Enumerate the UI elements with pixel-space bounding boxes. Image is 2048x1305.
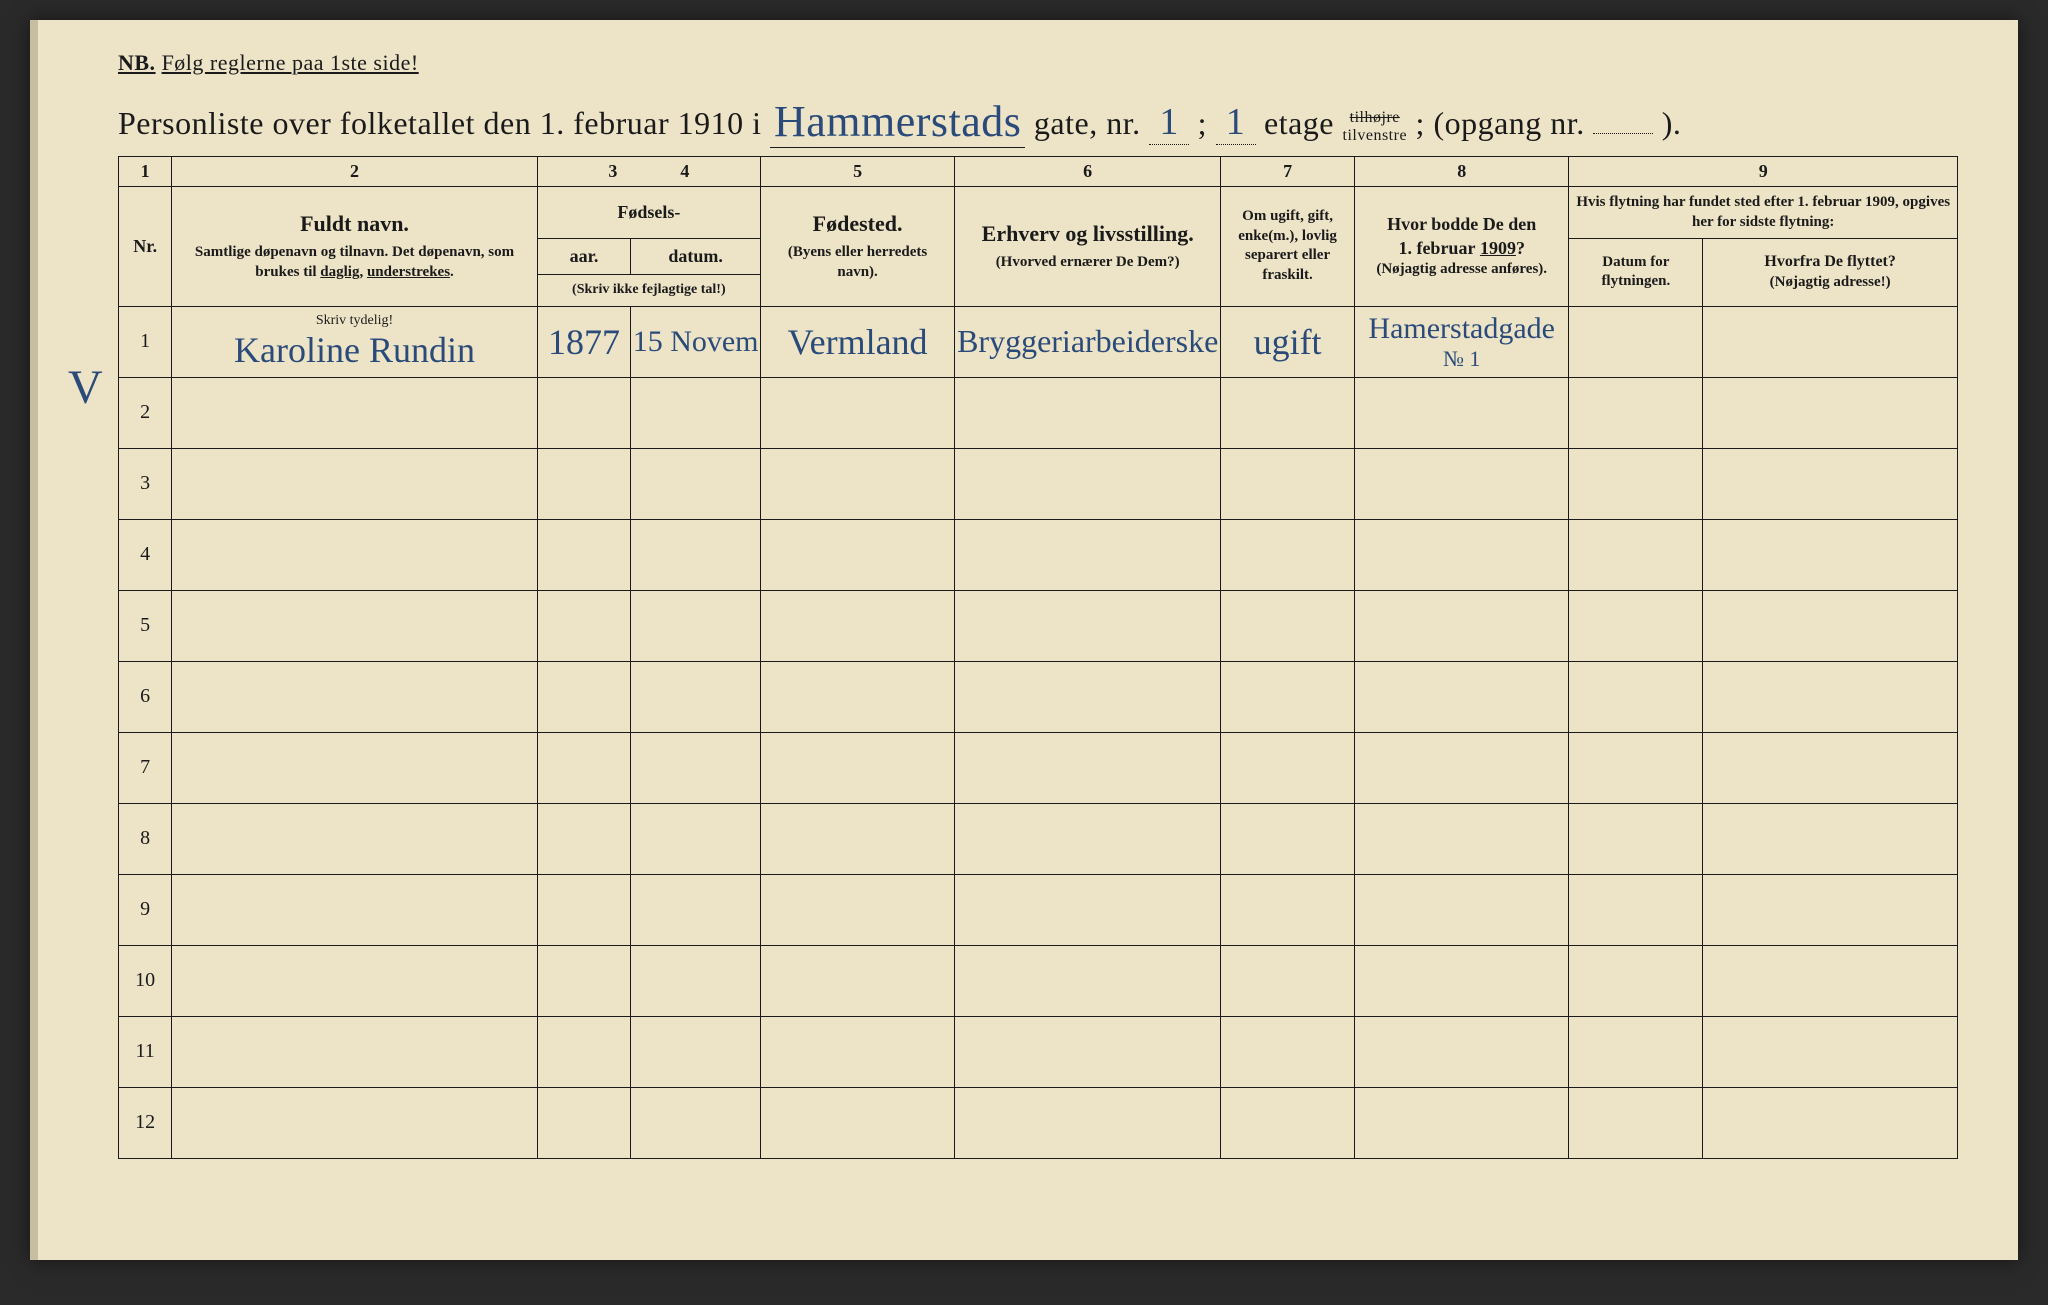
hdr-fuldt-main: Fuldt navn. (178, 210, 530, 239)
cell-fodested: Vermland (760, 306, 954, 377)
nb-prefix: NB. (118, 50, 156, 75)
colnum-8: 8 (1355, 157, 1569, 187)
gate-label: gate, nr. (1034, 105, 1141, 141)
row-nr: 1 (119, 306, 172, 377)
colnum-5: 5 (760, 157, 954, 187)
cn4: 4 (680, 161, 689, 181)
hdr-ugift: Om ugift, gift, enke(m.), lovlig separer… (1221, 187, 1355, 307)
hdr-fodsels-note: (Skriv ikke fejlagtige tal!) (537, 275, 760, 306)
cell-flyt-datum (1569, 306, 1703, 377)
table-body: 1 Skriv tydelig! Karoline Rundin 1877 15… (119, 306, 1958, 1158)
table-row: 3 (119, 448, 1958, 519)
colnum-9: 9 (1569, 157, 1958, 187)
erhverv-hand: Bryggeriarbeiderske (957, 323, 1218, 359)
side-stacked: tilhøjre tilvenstre (1343, 109, 1408, 144)
colnum-2: 2 (172, 157, 537, 187)
table-row: 4 (119, 519, 1958, 590)
semi: ; (1198, 105, 1207, 141)
row-nr: 10 (119, 945, 172, 1016)
table-row: 10 (119, 945, 1958, 1016)
aar-hand: 1877 (548, 322, 620, 362)
fuldt-bold: Fuldt navn. (300, 211, 409, 236)
row-nr: 7 (119, 732, 172, 803)
hdr-datum-flyt: Datum for flytningen. (1569, 239, 1703, 307)
row-nr: 12 (119, 1087, 172, 1158)
census-page: V NB. Følg reglerne paa 1ste side! Perso… (30, 20, 2018, 1260)
title-prefix: Personliste over folketallet den 1. febr… (118, 105, 761, 141)
hdr-fuldt: Fuldt navn. Samtlige døpenavn og tilnavn… (172, 187, 537, 307)
row-nr: 3 (119, 448, 172, 519)
name-hand: Karoline Rundin (234, 330, 475, 370)
hdr-datum: datum. (631, 239, 761, 275)
hdr-hvorfra: Hvorfra De flyttet?(Nøjagtig adresse!) (1703, 239, 1958, 307)
hdr-fodested: Fødested. (Byens eller herredets navn). (760, 187, 954, 307)
hdr-fuldt-sub: Samtlige døpenavn og tilnavn. Det døpena… (178, 243, 530, 282)
colnum-row: 1 2 3 4 5 6 7 8 9 (119, 157, 1958, 187)
row-nr: 8 (119, 803, 172, 874)
hdr-nr: Nr. (119, 187, 172, 307)
checkmark-margin: V (68, 360, 103, 415)
ugift-hand: ugift (1254, 322, 1322, 362)
cell-1909: Hamerstadgade № 1 (1355, 306, 1569, 377)
hdr-erhverv-main: Erhverv og livsstilling. (961, 220, 1214, 249)
table-row: 6 (119, 661, 1958, 732)
table-row: 7 (119, 732, 1958, 803)
hdr-fodsels: Fødsels- (537, 187, 760, 239)
hdr-1909-sub: (Nøjagtig adresse anføres). (1361, 260, 1562, 280)
content-area: NB. Følg reglerne paa 1ste side! Personl… (38, 20, 2018, 1159)
cell-erhverv: Bryggeriarbeiderske (955, 306, 1221, 377)
datum-hand: 15 Novem (633, 325, 759, 358)
colnum-7: 7 (1221, 157, 1355, 187)
etage-label: etage (1264, 105, 1334, 141)
colnum-6: 6 (955, 157, 1221, 187)
cell-hvorfra (1703, 306, 1958, 377)
title-close: ). (1662, 105, 1682, 141)
row-nr: 5 (119, 590, 172, 661)
nb-line: NB. Følg reglerne paa 1ste side! (118, 50, 1958, 76)
opgang-label: ; (opgang nr. (1416, 105, 1585, 141)
cell-ugift: ugift (1221, 306, 1355, 377)
etage-handwritten: 1 (1216, 100, 1256, 145)
row-nr: 6 (119, 661, 172, 732)
hvor1909-hand: Hamerstadgade (1368, 312, 1555, 345)
fodested-hand: Vermland (788, 322, 928, 362)
colnum-3-4: 3 4 (537, 157, 760, 187)
cell-aar: 1877 (537, 306, 631, 377)
hdr-1909: Hvor bodde De den1. februar 1909? (Nøjag… (1355, 187, 1569, 307)
tilvenstre: tilvenstre (1343, 127, 1408, 144)
cn3: 3 (608, 161, 617, 181)
table-row: 1 Skriv tydelig! Karoline Rundin 1877 15… (119, 306, 1958, 377)
hdr-fodested-sub: (Byens eller herredets navn). (767, 243, 948, 282)
cell-datum: 15 Novem (631, 306, 761, 377)
table-row: 8 (119, 803, 1958, 874)
nb-text: Følg reglerne paa 1ste side! (162, 50, 419, 75)
row-nr: 9 (119, 874, 172, 945)
header-row-1: Nr. Fuldt navn. Samtlige døpenavn og til… (119, 187, 1958, 239)
hdr-erhverv: Erhverv og livsstilling. (Hvorved ernære… (955, 187, 1221, 307)
census-table: 1 2 3 4 5 6 7 8 9 Nr. Fuldt navn. (118, 156, 1958, 1159)
hdr-fodested-main: Fødested. (767, 210, 948, 239)
row-nr: 4 (119, 519, 172, 590)
street-handwritten: Hammerstads (770, 96, 1025, 148)
table-row: 9 (119, 874, 1958, 945)
row-nr: 11 (119, 1016, 172, 1087)
hvor1909-line2-hand: № 1 (1443, 346, 1481, 371)
table-header: 1 2 3 4 5 6 7 8 9 Nr. Fuldt navn. (119, 157, 1958, 307)
skriv-tydelig: Skriv tydelig! (173, 313, 535, 329)
row-nr: 2 (119, 377, 172, 448)
tilhoire: tilhøjre (1350, 109, 1400, 126)
hdr-erhverv-sub: (Hvorved ernærer De Dem?) (961, 253, 1214, 273)
title-line: Personliste over folketallet den 1. febr… (118, 94, 1958, 146)
hdr-flytning: Hvis flytning har fundet sted efter 1. f… (1569, 187, 1958, 239)
hdr-aar: aar. (537, 239, 631, 275)
hdr-1909-main: Hvor bodde De den1. februar 1909? (1387, 214, 1536, 257)
opgang-blank (1593, 133, 1653, 134)
cell-name: Skriv tydelig! Karoline Rundin (172, 306, 537, 377)
table-row: 12 (119, 1087, 1958, 1158)
colnum-1: 1 (119, 157, 172, 187)
table-row: 5 (119, 590, 1958, 661)
table-row: 2 (119, 377, 1958, 448)
nr-handwritten: 1 (1149, 100, 1189, 145)
table-row: 11 (119, 1016, 1958, 1087)
